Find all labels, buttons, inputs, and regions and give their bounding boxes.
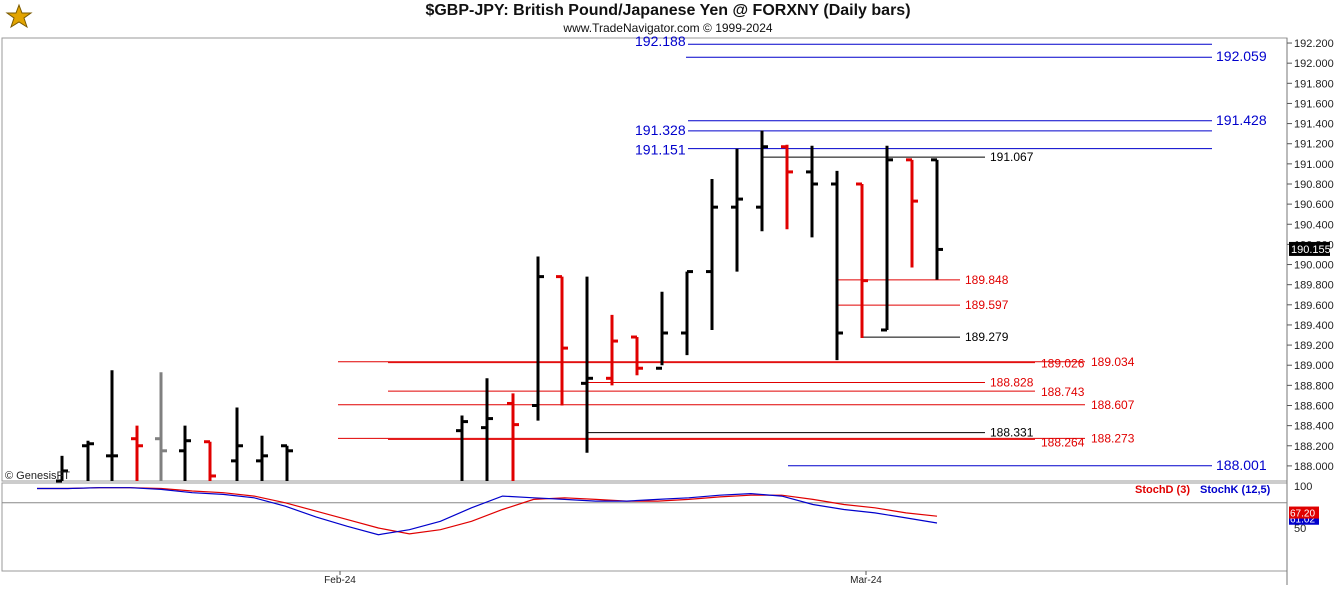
stoch-d-tag [1289,506,1319,519]
level-label: 189.026 [1041,357,1085,371]
ohlc-bar [781,144,793,230]
ohlc-bar [204,440,216,481]
x-axis-label: Feb-24 [324,575,356,586]
ohlc-bar [706,178,718,330]
ohlc-bar [155,372,167,481]
price-axis-label: 191.000 [1294,159,1334,171]
price-axis-label: 191.600 [1294,98,1334,110]
price-axis-label: 189.400 [1294,320,1334,332]
stoch-series-line [37,487,938,535]
stoch-axis-label: 100 [1294,481,1312,493]
genesis-logo-icon [4,3,34,36]
level-label: 188.828 [990,376,1034,390]
x-axis-label: Mar-24 [850,575,882,586]
level-label: 191.428 [1216,112,1267,128]
stoch-d-value: 67.20 [1290,509,1315,520]
level-label: 191.151 [635,142,686,158]
level-label: 189.848 [965,273,1009,287]
level-label: 191.067 [990,150,1034,164]
ohlc-bar [831,170,843,361]
price-axis-label: 191.400 [1294,119,1334,131]
stoch-panel-frame [1,482,1288,572]
price-axis-label: 189.600 [1294,300,1334,312]
price-axis-label: 188.800 [1294,380,1334,392]
price-axis-label: 188.200 [1294,441,1334,453]
price-axis-label: 190.000 [1294,260,1334,272]
price-axis-label: 190.800 [1294,179,1334,191]
level-label: 191.328 [635,122,686,138]
ohlc-bar [231,407,243,481]
level-label: 188.331 [990,426,1034,440]
level-label: 188.607 [1091,398,1135,412]
stoch-series-line [37,487,938,536]
price-axis-label: 188.000 [1294,461,1334,473]
ohlc-bar [106,370,118,481]
last-price-value: 190.155 [1291,244,1331,256]
stoch-d-legend: StochD (3) [1135,484,1190,496]
stoch-k-value: 61.02 [1290,515,1315,526]
ohlc-bar [881,145,893,332]
ohlc-bar [481,378,493,481]
price-axis-label: 189.000 [1294,360,1334,372]
level-label: 188.264 [1041,435,1085,449]
level-label: 189.034 [1091,355,1135,369]
ohlc-bar [256,435,268,481]
ohlc-bar [906,158,918,268]
level-label: 192.188 [635,33,686,49]
copyright-subtitle: www.TradeNavigator.com © 1999-2024 [563,21,773,35]
stoch-k-legend: StochK (12,5) [1200,484,1271,496]
ohlc-bar [806,145,818,238]
price-axis-label: 191.800 [1294,78,1334,90]
ohlc-bar [931,158,943,280]
price-axis-label: 188.400 [1294,421,1334,433]
last-price-tag [1289,241,1330,256]
ohlc-bar [82,440,94,481]
ohlc-bar [756,130,768,232]
ohlc-bar [56,455,68,483]
price-axis-label: 192.200 [1294,38,1334,50]
level-label: 188.743 [1041,385,1085,399]
ohlc-bar [731,148,743,272]
ohlc-bar [856,182,868,339]
ohlc-bar [656,291,668,370]
page-title: $GBP-JPY: British Pound/Japanese Yen @ F… [425,2,911,19]
price-axis-label: 192.000 [1294,58,1334,70]
level-label: 188.001 [1216,457,1267,473]
level-label: 189.279 [965,330,1009,344]
level-label: 192.059 [1216,48,1267,64]
price-axis-label: 189.200 [1294,340,1334,352]
ohlc-bar [507,393,519,481]
ohlc-bar [581,276,593,453]
watermark-text: © GenesisFT [5,470,70,482]
level-label: 189.597 [965,298,1009,312]
ohlc-bar [681,270,693,356]
ohlc-bar [631,335,643,376]
ohlc-bar [131,425,143,481]
ohlc-bar [606,314,618,386]
price-axis-label: 190.400 [1294,219,1334,231]
stoch-axis-label: 50 [1294,523,1306,535]
level-label: 188.273 [1091,431,1135,445]
price-axis-label: 190.600 [1294,199,1334,211]
ohlc-bar [556,275,568,406]
ohlc-bar [456,415,468,481]
price-panel-frame [1,37,1288,482]
ohlc-bar [179,425,191,481]
ohlc-bar [532,256,544,421]
ohlc-bar [281,444,293,481]
price-axis-label: 191.200 [1294,139,1334,151]
price-axis-label: 188.600 [1294,400,1334,412]
price-axis-label: 189.800 [1294,280,1334,292]
